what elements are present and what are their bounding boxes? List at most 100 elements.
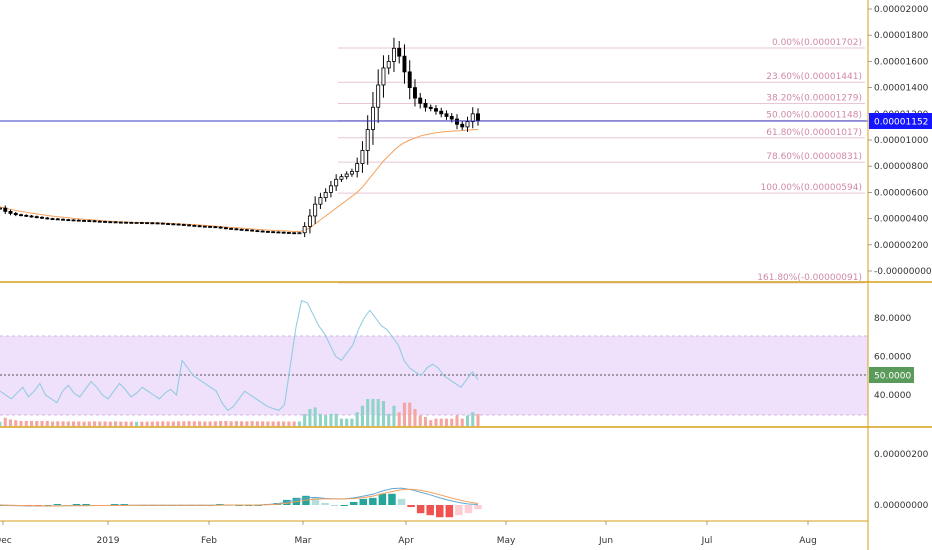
volume-bar [318, 413, 322, 426]
volume-bar [350, 418, 354, 426]
volume-bar [135, 421, 139, 426]
macd-histogram-bar [369, 497, 377, 505]
candle-body [66, 219, 71, 222]
volume-bar [418, 415, 422, 426]
candle-body [29, 215, 34, 218]
candle-body [208, 226, 213, 228]
volume-bar [82, 421, 86, 426]
macd-histogram-bar [359, 498, 368, 505]
rsi-tick-label: 80.0000 [874, 314, 911, 324]
candlestick-series [0, 37, 480, 238]
candle-body [61, 218, 65, 221]
candle-body [265, 231, 270, 233]
candle-body [391, 47, 396, 62]
volume-bar [397, 412, 401, 426]
candle-body [313, 203, 318, 217]
fib-level-label: 50.00%(0.00001148) [766, 111, 862, 121]
volume-bar [213, 421, 217, 426]
candle-body [171, 223, 176, 226]
rsi-last-badge: 50.0000 [869, 367, 914, 383]
volume-bar [371, 399, 375, 426]
price-tick-label: 0.00001000 [874, 136, 929, 146]
candle-body [439, 110, 444, 115]
candle-body [460, 123, 465, 128]
volume-bar [171, 421, 175, 426]
candle-body [376, 84, 381, 108]
volume-bar [303, 414, 307, 426]
candle-body [92, 220, 97, 223]
candle-body [292, 232, 297, 235]
volume-bar [271, 421, 275, 426]
volume-bar [56, 421, 60, 426]
volume-bar [261, 421, 265, 426]
candle-body [40, 216, 44, 219]
candle-body [71, 219, 76, 222]
candle-body [87, 220, 92, 222]
candle-body [202, 225, 207, 228]
volume-bar [182, 421, 186, 426]
volume-bar [471, 412, 475, 426]
time-axis[interactable]: Dec 2019 Feb Mar Apr May Jun Jul Aug [0, 521, 817, 546]
fib-level-label: 78.60%(0.00000831) [766, 152, 862, 162]
candle-body [339, 176, 344, 180]
macd-axis[interactable]: 0.00000200 0.00000000 [874, 450, 929, 511]
volume-bar [177, 421, 181, 426]
macd-histogram-bar [474, 505, 482, 510]
volume-bar [156, 421, 160, 426]
volume-bar [387, 413, 391, 426]
volume-bar [0, 421, 2, 426]
time-tick-label: Feb [201, 536, 217, 546]
volume-bar [460, 418, 464, 426]
last-price-badge: 0.00001152 [869, 113, 932, 129]
volume-bar [8, 419, 13, 426]
volume-bar [161, 421, 165, 426]
candle-body [103, 221, 108, 223]
candle-body [476, 113, 480, 121]
volume-bar [19, 421, 23, 426]
candle-body [97, 220, 102, 223]
candle-body [166, 223, 171, 225]
macd-histogram-bar [349, 501, 358, 505]
volume-bar [429, 420, 433, 426]
volume-bars [0, 399, 480, 426]
fib-retracement[interactable]: 0.00%(0.00001702) 23.60%(0.00001441) 38.20… [338, 38, 865, 284]
candle-body [297, 232, 302, 235]
volume-bar [14, 420, 18, 426]
candle-body [197, 225, 202, 228]
macd-lines [0, 487, 479, 507]
fib-level-label: 161.80%(-0.00000091) [757, 273, 862, 283]
candle-body [470, 113, 475, 123]
macd-histogram-bar [340, 505, 348, 506]
volume-bar [324, 415, 328, 426]
candle-body [302, 226, 307, 234]
macd-histogram-bar [53, 503, 62, 505]
volume-bar [192, 421, 196, 426]
volume-bar [376, 399, 380, 426]
candle-body [139, 222, 144, 224]
volume-bar [444, 418, 449, 426]
volume-bar [423, 417, 428, 426]
candle-body [24, 214, 29, 217]
time-tick-label: Jun [598, 536, 613, 546]
candle-body [276, 231, 281, 234]
macd-histogram-bar [416, 505, 425, 514]
volume-bar [392, 405, 396, 426]
volume-bar [114, 421, 118, 426]
volume-bar [455, 415, 459, 426]
volume-bar [45, 421, 49, 426]
moving-average-line [0, 129, 479, 232]
volume-bar [145, 421, 149, 426]
volume-bar [35, 421, 39, 426]
volume-bar [219, 421, 223, 426]
volume-bar [402, 402, 407, 426]
candle-body [160, 222, 165, 225]
candle-body [418, 97, 423, 104]
volume-bar [381, 401, 386, 426]
rsi-tick-label: 40.0000 [874, 391, 911, 401]
time-tick-label: Jul [701, 536, 713, 546]
volume-bar [465, 415, 470, 426]
candle-body [181, 224, 186, 226]
time-tick-label: 2019 [97, 536, 120, 546]
rsi-axis[interactable]: 80.0000 60.0000 40.0000 [874, 314, 911, 401]
